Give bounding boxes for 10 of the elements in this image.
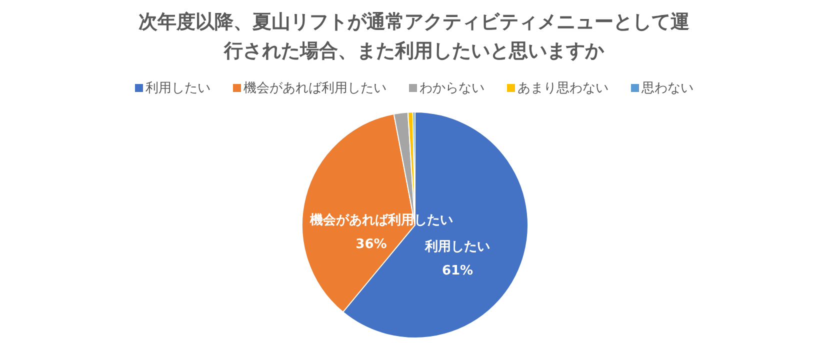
legend-label: 利用したい — [144, 80, 210, 97]
legend-label: 機会があれば利用したい — [242, 80, 386, 97]
legend-label: わからない — [418, 80, 484, 97]
legend-label: あまり思わない — [516, 80, 608, 97]
legend-label: 思わない — [640, 80, 694, 97]
slice-label: 利用したい — [424, 238, 490, 254]
slice-label: 機会があれば利用したい — [309, 212, 454, 228]
chart-title: 次年度以降、夏山リフトが通常アクティビティメニューとして運行された場合、また利用したいと思いますか — [138, 10, 690, 64]
data-label: 61% — [442, 263, 474, 278]
data-label: 36% — [356, 236, 387, 252]
